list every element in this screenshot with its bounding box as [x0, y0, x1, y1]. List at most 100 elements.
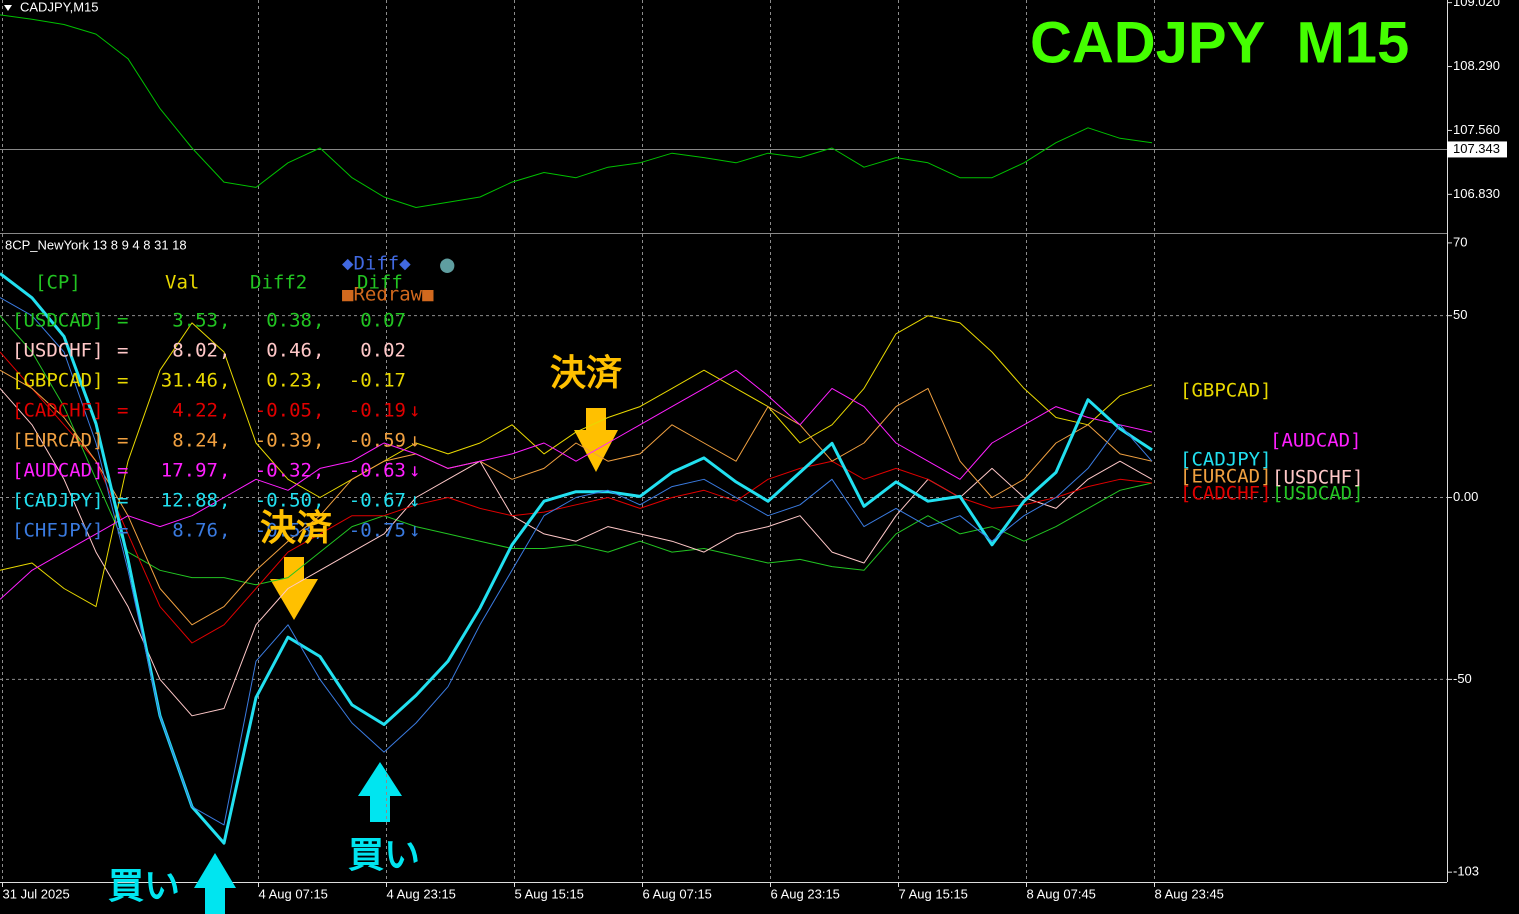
annotation: 決済	[550, 353, 622, 394]
x-tick-label: 4 Aug 23:15	[387, 886, 456, 901]
row-diff2: -0.39	[255, 430, 312, 452]
table-header: Val	[165, 272, 199, 294]
row-diff: -0.75	[349, 520, 406, 542]
down-arrow	[270, 557, 318, 620]
row-val: 4.22	[172, 400, 218, 422]
row-comma: ,	[313, 400, 324, 422]
x-tick-label: 31 Jul 2025	[3, 886, 70, 901]
row-equals: =	[117, 310, 128, 332]
x-tick-label: 6 Aug 07:15	[643, 886, 712, 901]
x-tick-label: 4 Aug 07:15	[259, 886, 328, 901]
table-header: Diff	[357, 272, 403, 294]
row-val: 8.02	[172, 340, 218, 362]
row-equals: =	[117, 340, 128, 362]
row-comma: ,	[313, 460, 324, 482]
row-diff: -0.67	[349, 490, 406, 512]
line	[0, 14, 1153, 208]
legend-label: [AUDCAD]	[1270, 430, 1362, 452]
row-comma: ,	[313, 340, 324, 362]
row-diff2: 0.38	[266, 310, 312, 332]
row-equals: =	[117, 400, 128, 422]
y-tick-label: 70	[1453, 234, 1467, 249]
row-equals: =	[117, 370, 128, 392]
annotation: 決済	[260, 508, 332, 549]
y-tick-label: 106.830	[1453, 186, 1500, 201]
x-tick-label: 5 Aug 15:15	[515, 886, 584, 901]
up-arrow	[194, 853, 236, 914]
row-diff2: 0.23	[266, 370, 312, 392]
y-tick-label: 107.560	[1453, 122, 1500, 137]
row-diff2: -0.32	[255, 460, 312, 482]
row-diff: 0.07	[360, 310, 406, 332]
row-diff2: 0.46	[266, 340, 312, 362]
row-comma: ,	[219, 430, 230, 452]
y-tick-label: 108.290	[1453, 58, 1500, 73]
row-comma: ,	[219, 460, 230, 482]
x-tick-label: 7 Aug 15:15	[899, 886, 968, 901]
row-equals: =	[117, 460, 128, 482]
row-comma: ,	[219, 400, 230, 422]
annotation: 買い	[348, 835, 420, 876]
row-equals: =	[117, 490, 128, 512]
arrows	[194, 408, 618, 914]
row-comma: ,	[313, 310, 324, 332]
legend-label: [USDCHF]	[1272, 467, 1364, 489]
row-comma: ,	[219, 520, 230, 542]
row-comma: ,	[219, 370, 230, 392]
y-tick-label: 50	[1453, 307, 1467, 322]
x-tick-label: 8 Aug 07:45	[1027, 886, 1096, 901]
row-arrow: ↓	[409, 520, 420, 542]
chart-title: CADJPY,M15	[20, 0, 99, 14]
price-label: 107.343	[1453, 141, 1500, 156]
y-tick-label: 109.020	[1453, 0, 1500, 9]
line	[0, 369, 1153, 600]
legend-label: [CADJPY]	[1180, 449, 1272, 471]
redraw-button[interactable]: ■Redraw■	[342, 284, 434, 306]
row-val: 3.53	[172, 310, 218, 332]
y-tick-label: -103	[1453, 864, 1479, 879]
row-name: [CADJPY]	[12, 490, 104, 512]
row-diff: 0.02	[360, 340, 406, 362]
indicator-title: 8CP_NewYork 13 8 9 4 8 31 18	[5, 237, 187, 252]
row-equals: =	[117, 430, 128, 452]
row-val: 12.88	[161, 490, 218, 512]
x-tick-label: 8 Aug 23:45	[1155, 886, 1224, 901]
row-name: [AUDCAD]	[12, 460, 104, 482]
row-name: [USDCHF]	[12, 340, 104, 362]
row-diff: -0.19	[349, 400, 406, 422]
row-equals: =	[117, 520, 128, 542]
row-name: [GBPCAD]	[12, 370, 104, 392]
row-diff: -0.17	[349, 370, 406, 392]
row-arrow: ↓	[409, 400, 420, 422]
row-diff2: -0.50	[255, 490, 312, 512]
row-val: 17.97	[161, 460, 218, 482]
row-name: [CHFJPY]	[12, 520, 104, 542]
row-name: [USDCAD]	[12, 310, 104, 332]
table-header: [CP]	[35, 272, 81, 294]
row-arrow: ↓	[409, 460, 420, 482]
y-tick-label: -50	[1453, 671, 1472, 686]
price-box	[1447, 141, 1507, 158]
row-comma: ,	[313, 430, 324, 452]
row-arrow: ↓	[409, 490, 420, 512]
watermark: CADJPY M15	[1030, 10, 1409, 75]
row-name: [CADCHF]	[12, 400, 104, 422]
row-val: 8.24	[172, 430, 218, 452]
line	[0, 297, 1153, 826]
row-name: [EURCAD]	[12, 430, 104, 452]
diff-button[interactable]: ◆Diff◆	[342, 253, 411, 275]
y-tick-label: 0.00	[1453, 489, 1478, 504]
legend-label: [GBPCAD]	[1180, 380, 1272, 402]
up-arrow	[358, 762, 402, 822]
dot-button[interactable]: ●	[440, 250, 455, 278]
row-comma: ,	[313, 520, 324, 542]
row-arrow: ↓	[409, 430, 420, 452]
annotation: 買い	[108, 866, 180, 907]
row-val: 31.46	[161, 370, 218, 392]
menu-icon[interactable]	[4, 5, 12, 11]
legend-label: [USDCAD]	[1272, 483, 1364, 505]
x-tick-label: 6 Aug 23:15	[771, 886, 840, 901]
line	[0, 315, 1153, 586]
